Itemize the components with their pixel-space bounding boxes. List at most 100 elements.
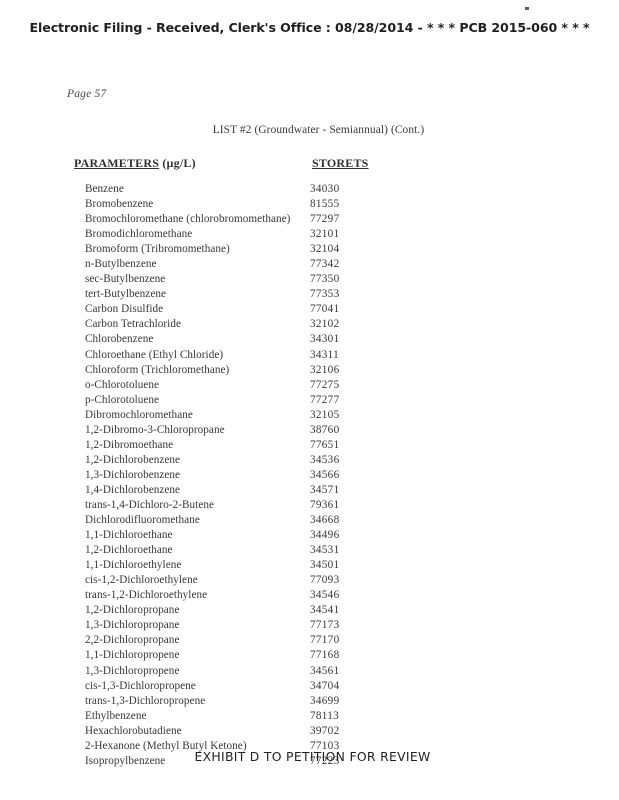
table-row: 1,2-Dichlorobenzene 34536 [85, 454, 535, 469]
parameter-name: p-Chlorotoluene [85, 393, 160, 406]
parameter-name: 1,3-Dichloropropene [85, 664, 180, 677]
table-row: Chloroethane (Ethyl Chloride) 34311 [85, 349, 535, 364]
parameter-name: cis-1,2-Dichloroethylene [85, 574, 198, 587]
parameter-name: Chlorobenzene [85, 333, 154, 346]
storet-code: 77093 [310, 574, 340, 587]
parameter-name: Chloroethane (Ethyl Chloride) [85, 348, 224, 361]
parameter-name: trans-1,4-Dichloro-2-Butene [85, 498, 215, 511]
table-row: sec-Butylbenzene 77350 [85, 273, 535, 288]
storet-code: 34536 [310, 453, 340, 466]
storet-code: 34301 [310, 333, 340, 346]
parameter-name: Dibromochloromethane [85, 408, 193, 421]
parameter-name: 1,2-Dibromoethane [85, 438, 174, 451]
parameter-name: 1,2-Dichlorobenzene [85, 453, 181, 466]
parameter-name: Bromodichloromethane [85, 228, 193, 241]
storet-code: 34501 [310, 559, 340, 572]
parameter-name: Carbon Tetrachloride [85, 318, 181, 331]
storet-code: 77103 [310, 739, 340, 752]
storet-code: 32104 [310, 243, 340, 256]
parameter-name: trans-1,3-Dichloropropene [85, 694, 206, 707]
table-row: 1,1-Dichloroethylene 34501 [85, 559, 535, 574]
parameter-name: 1,3-Dichloropropane [85, 619, 180, 632]
storet-code: 34699 [310, 694, 340, 707]
parameter-name: cis-1,3-Dichloropropene [85, 679, 196, 692]
exhibit-footer: EXHIBIT D TO PETITION FOR REVIEW [194, 749, 431, 764]
storet-code: 77168 [310, 649, 340, 662]
table-row: 1,2-Dibromoethane 77651 [85, 439, 535, 454]
table-row: 1,3-Dichlorobenzene 34566 [85, 469, 535, 484]
parameter-name: o-Chlorotoluene [85, 378, 160, 391]
table-row: Hexachlorobutadiene 39702 [85, 725, 535, 740]
table-row: 1,1-Dichloropropene 77168 [85, 649, 535, 664]
table-row: p-Chlorotoluene 77277 [85, 394, 535, 409]
table-row: cis-1,3-Dichloropropene 34704 [85, 680, 535, 695]
storet-code: 34571 [310, 483, 340, 496]
list-title: LIST #2 (Groundwater - Semiannual) (Cont… [212, 124, 425, 136]
table-row: o-Chlorotoluene 77275 [85, 379, 535, 394]
storet-code: 77651 [310, 438, 340, 451]
storet-code: 77350 [310, 273, 340, 286]
table-row: Carbon Disulfide 77041 [85, 303, 535, 318]
scan-speck-artifact [525, 7, 529, 10]
storet-code: 32105 [310, 408, 340, 421]
parameter-name: n-Butylbenzene [85, 258, 157, 271]
storet-code: 34030 [310, 183, 340, 195]
table-row: trans-1,2-Dichloroethylene 34546 [85, 589, 535, 604]
storet-code: 32102 [310, 318, 340, 331]
parameter-name: tert-Butylbenzene [85, 288, 166, 301]
storet-code: 34561 [310, 664, 340, 677]
storet-code: 34546 [310, 589, 340, 602]
table-row: n-Butylbenzene 77342 [85, 258, 535, 273]
parameter-name: 2,2-Dichloropropane [85, 634, 180, 647]
column-header-parameters: PARAMETERS (µg/L) [74, 156, 196, 171]
table-row: Bromoform (Tribromomethane) 32104 [85, 243, 535, 258]
table-row: Benzene 34030 [85, 183, 535, 198]
parameter-name: 1,1-Dichloroethane [85, 529, 173, 542]
table-row: trans-1,4-Dichloro-2-Butene 79361 [85, 499, 535, 514]
table-row: Ethylbenzene 78113 [85, 710, 535, 725]
storet-code: 77277 [310, 393, 340, 406]
page-number: Page 57 [67, 88, 107, 100]
parameter-name: Isopropylbenzene [85, 754, 166, 767]
parameter-name: 1,1-Dichloroethylene [85, 559, 182, 572]
table-row: 1,2-Dibromo-3-Chloropropane 38760 [85, 424, 535, 439]
column-header-storets: STORETS [312, 156, 369, 170]
table-row: Bromochloromethane (chlorobromomethane) 7… [85, 213, 535, 228]
parameter-name: 2-Hexanone (Methyl Butyl Ketone) [85, 739, 247, 752]
storet-code: 32101 [310, 228, 340, 241]
storet-code: 34704 [310, 679, 340, 692]
table-row: Bromobenzene 81555 [85, 198, 535, 213]
storet-code: 77223 [310, 754, 340, 767]
table-row: 1,4-Dichlorobenzene 34571 [85, 484, 535, 499]
parameter-name: Ethylbenzene [85, 709, 147, 722]
table-row: Dibromochloromethane 32105 [85, 409, 535, 424]
table-row: 1,1-Dichloroethane 34496 [85, 529, 535, 544]
parameter-name: 1,2-Dichloropropane [85, 604, 180, 617]
table-row: 1,3-Dichloropropane 77173 [85, 619, 535, 634]
storet-code: 77275 [310, 378, 340, 391]
storet-code: 81555 [310, 198, 340, 211]
table-row: 2,2-Dichloropropane 77170 [85, 634, 535, 649]
storet-code: 32106 [310, 363, 340, 376]
table-row: 2-Hexanone (Methyl Butyl Ketone) 77103 [85, 740, 535, 755]
storet-code: 77041 [310, 303, 340, 316]
parameter-name: trans-1,2-Dichloroethylene [85, 589, 208, 602]
storet-code: 34311 [310, 348, 340, 361]
storet-code: 34496 [310, 529, 340, 542]
table-row: tert-Butylbenzene 77353 [85, 288, 535, 303]
parameter-name: 1,3-Dichlorobenzene [85, 468, 181, 481]
storet-code: 34566 [310, 468, 340, 481]
table-row: Chloroform (Trichloromethane) 32106 [85, 364, 535, 379]
parameter-name: Bromobenzene [85, 198, 154, 211]
storet-code: 38760 [310, 423, 340, 436]
storet-code: 77342 [310, 258, 340, 271]
parameter-name: Benzene [85, 183, 124, 195]
parameter-name: 1,4-Dichlorobenzene [85, 483, 181, 496]
table-row: trans-1,3-Dichloropropene 34699 [85, 695, 535, 710]
storet-code: 34541 [310, 604, 340, 617]
storet-code: 79361 [310, 498, 340, 511]
efiling-stamp-banner: Electronic Filing - Received, Clerk's Of… [29, 20, 590, 35]
parameter-name: 1,2-Dichloroethane [85, 544, 173, 557]
parameter-name: 1,1-Dichloropropene [85, 649, 180, 662]
